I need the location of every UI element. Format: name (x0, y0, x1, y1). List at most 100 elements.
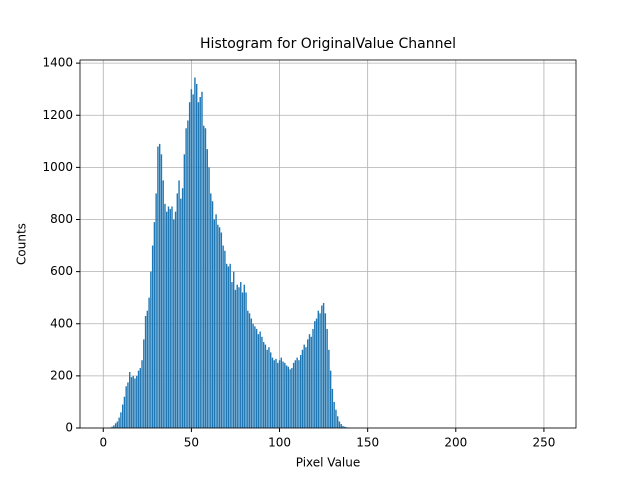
bar (208, 167, 210, 428)
bar (321, 305, 323, 428)
y-tick-label: 600 (50, 264, 73, 278)
bar (127, 382, 129, 428)
bar (166, 211, 168, 428)
y-tick-label: 1400 (42, 56, 73, 70)
bar (255, 328, 258, 428)
bar (277, 362, 279, 428)
bar (218, 227, 221, 428)
bar (261, 336, 263, 428)
bar (180, 198, 182, 428)
bar (238, 287, 240, 428)
bar (324, 313, 327, 428)
bar (287, 366, 290, 428)
bar (169, 209, 171, 428)
bar (148, 297, 150, 428)
bar (116, 421, 119, 428)
bar (173, 219, 175, 428)
bar (254, 326, 256, 428)
y-tick-label: 800 (50, 212, 73, 226)
bar (137, 370, 140, 428)
bar (280, 357, 282, 428)
bar (178, 180, 180, 428)
x-tick-label: 100 (268, 436, 291, 450)
bar (236, 284, 238, 428)
bar (222, 245, 224, 428)
bar (241, 292, 244, 428)
bar (151, 245, 154, 428)
x-tick-label: 250 (532, 436, 555, 450)
y-axis-label: Counts (15, 223, 29, 265)
chart-title: Histogram for OriginalValue Channel (200, 36, 456, 52)
bar (331, 388, 334, 428)
bar (215, 214, 217, 428)
bar (296, 357, 298, 428)
bar (344, 426, 346, 428)
bar (195, 83, 198, 428)
bar (294, 360, 297, 428)
bar (243, 284, 245, 428)
bar (315, 318, 318, 428)
bar (245, 292, 247, 428)
x-tick-label: 0 (99, 436, 107, 450)
bar (229, 263, 231, 428)
bar (299, 355, 302, 428)
bar (234, 289, 237, 428)
bar (322, 302, 325, 428)
bar (250, 318, 253, 428)
bar (171, 206, 173, 428)
bar (291, 368, 293, 428)
bar (231, 282, 233, 428)
bar (240, 282, 242, 428)
bar (139, 368, 141, 428)
bar (270, 352, 272, 428)
bar (264, 344, 267, 428)
bar (252, 323, 254, 428)
axes-frame (79, 59, 577, 429)
bar (273, 360, 275, 428)
bar (213, 219, 216, 428)
bar (248, 313, 251, 428)
bar (262, 341, 265, 428)
y-tick-label: 1000 (42, 160, 73, 174)
bar (129, 371, 131, 428)
x-tick-label: 150 (356, 436, 379, 450)
bar (114, 423, 117, 428)
bar (336, 416, 339, 428)
y-tick-label: 1200 (42, 108, 73, 122)
bar (266, 349, 268, 428)
bar (185, 128, 187, 429)
bar (333, 401, 335, 428)
bar (298, 360, 300, 428)
bar (338, 421, 341, 428)
bar (282, 361, 284, 428)
bar (176, 193, 179, 428)
bar (164, 203, 166, 428)
bar (121, 404, 124, 428)
bar (220, 232, 223, 428)
bar (113, 425, 115, 428)
bar (224, 250, 226, 428)
bar (307, 339, 309, 428)
bar (160, 154, 163, 428)
bar (271, 357, 274, 428)
bar (174, 211, 177, 428)
bar (342, 425, 344, 428)
bar (340, 424, 342, 428)
bar (326, 328, 328, 428)
bar (134, 378, 136, 428)
bar (268, 347, 270, 428)
bar (225, 263, 228, 428)
bar (203, 125, 205, 428)
bar (319, 313, 321, 428)
y-tick-label: 400 (50, 316, 73, 330)
x-tick-label: 50 (184, 436, 199, 450)
bar (257, 334, 260, 428)
bar (194, 77, 196, 428)
bar (181, 188, 184, 428)
bar (303, 344, 305, 428)
bar (204, 128, 207, 429)
bar (125, 386, 127, 428)
bar (143, 339, 145, 428)
bar (284, 362, 286, 428)
